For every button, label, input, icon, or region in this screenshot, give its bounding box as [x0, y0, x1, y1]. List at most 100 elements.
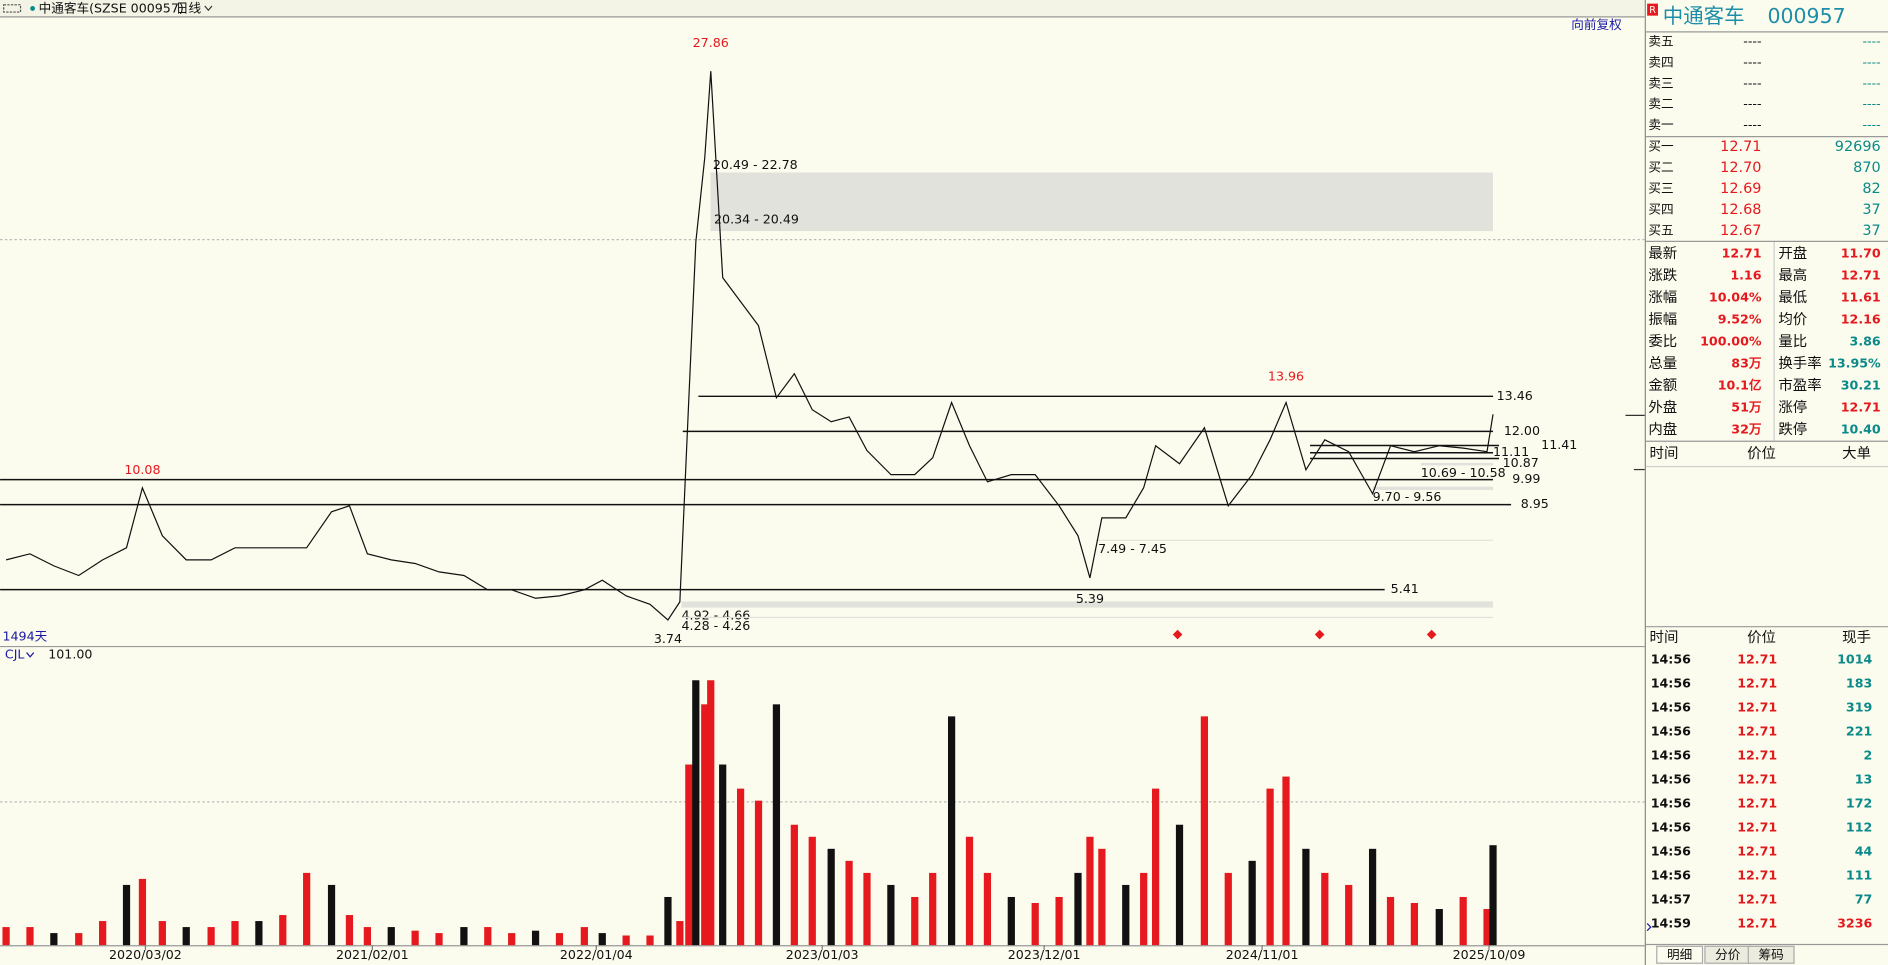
trade-time: 14:56: [1651, 723, 1691, 738]
price-zone: [1420, 462, 1494, 466]
bid-volume: 82: [1862, 181, 1880, 197]
trade-time: 14:56: [1651, 747, 1691, 762]
stat-value: 30.21: [1841, 377, 1881, 392]
tab[interactable]: [1747, 945, 1795, 964]
indicator-name[interactable]: CJL: [5, 646, 25, 661]
tab-label[interactable]: 分价: [1715, 947, 1741, 962]
level-label: 5.41: [1391, 581, 1419, 596]
stat-value: 3.86: [1850, 333, 1881, 348]
volume-bar: [622, 935, 630, 946]
price-zone: [710, 227, 1494, 232]
bid-label: 买四: [1648, 202, 1673, 217]
trade-volume: 13: [1855, 771, 1873, 786]
stat-label: 涨幅: [1648, 289, 1677, 306]
tab-label[interactable]: 明细: [1667, 947, 1692, 962]
event-marker: [1314, 629, 1325, 640]
volume-bar: [1152, 788, 1160, 946]
top-bar: [0, 0, 1645, 17]
badge: R: [1649, 5, 1656, 16]
x-tick-label: 2023/01/03: [786, 947, 859, 962]
stat-value: 32万: [1731, 421, 1762, 436]
bid-price: 12.67: [1720, 223, 1761, 239]
volume-bar: [1007, 896, 1015, 946]
trade-price: 12.71: [1737, 699, 1777, 714]
trade-volume: 172: [1846, 795, 1872, 810]
price-zone: [1095, 539, 1494, 541]
volume-bar: [255, 921, 263, 946]
volume-bar: [1200, 716, 1209, 946]
dropdown-chevron[interactable]: [204, 5, 213, 12]
column-header: 价位: [1747, 629, 1776, 646]
stat-label: 市盈率: [1778, 377, 1821, 394]
stat-value: 10.1亿: [1718, 377, 1762, 392]
volume-bar: [580, 927, 588, 946]
volume-bar: [2, 927, 10, 946]
trade-volume: 3236: [1837, 916, 1872, 931]
bid-volume: 870: [1853, 160, 1881, 176]
volume-bar: [1175, 824, 1184, 946]
volume-bar: [363, 927, 371, 946]
trade-time: 14:57: [1651, 891, 1691, 906]
trade-volume: 77: [1855, 891, 1873, 906]
trade-price: 12.71: [1737, 819, 1777, 834]
trade-price: 12.71: [1737, 843, 1777, 858]
volume-bar: [664, 896, 672, 946]
price-zone: [681, 616, 1494, 618]
stat-label: 开盘: [1778, 244, 1807, 262]
tab[interactable]: [1656, 945, 1704, 964]
x-tick-label: 2024/11/01: [1226, 947, 1299, 962]
volume-bar: [1410, 902, 1419, 946]
volume-bar: [345, 915, 354, 946]
volume-bar: [1122, 884, 1130, 946]
level-label: 11.11: [1493, 444, 1529, 459]
volume-bar: [707, 680, 715, 946]
volume-bar: [231, 921, 239, 946]
volume-bar: [435, 933, 443, 946]
ask-label: 卖三: [1648, 75, 1673, 90]
stat-label: 外盘: [1648, 398, 1677, 416]
volume-bar: [1224, 872, 1232, 946]
volume-bar: [1386, 896, 1395, 946]
column-header: 时间: [1650, 445, 1679, 462]
quote-panel: [1645, 0, 1888, 946]
stat-value: 12.16: [1841, 311, 1881, 326]
trade-volume: 112: [1846, 819, 1872, 834]
dropdown-chevron[interactable]: [26, 652, 35, 658]
trade-time: 14:59: [1651, 916, 1691, 931]
stat-label: 内盘: [1648, 420, 1677, 438]
trade-price: 12.71: [1737, 771, 1777, 786]
trade-time: 14:56: [1651, 819, 1691, 834]
bid-volume: 37: [1862, 223, 1880, 239]
ask-price: ----: [1743, 34, 1761, 49]
low-label: 3.74: [654, 631, 682, 646]
price-line: [5, 71, 1494, 621]
tab-label[interactable]: 筹码: [1759, 947, 1784, 962]
stat-value: 12.71: [1841, 268, 1881, 283]
x-tick-label: 2023/12/01: [1008, 947, 1081, 962]
level-label: 10.87: [1503, 455, 1539, 470]
volume-bar: [754, 800, 763, 946]
days-label: 1494天: [2, 628, 47, 643]
volume-bar: [1098, 848, 1106, 946]
volume-bar: [279, 915, 287, 946]
indicator-value: 101.00: [48, 646, 92, 661]
ask-volume: ----: [1862, 34, 1880, 49]
ask-label: 卖五: [1648, 34, 1673, 49]
trade-price: 12.71: [1737, 675, 1777, 690]
volume-bar: [327, 884, 336, 946]
volume-bar: [50, 933, 58, 946]
period-selector[interactable]: 日线: [176, 1, 202, 16]
bid-price: 12.69: [1720, 181, 1761, 197]
low-label: 5.39: [1076, 591, 1104, 606]
bid-label: 买三: [1648, 181, 1673, 196]
volume-bar: [484, 927, 492, 946]
stat-value: 12.71: [1722, 246, 1762, 261]
volume-bar: [685, 764, 693, 946]
zone-label: 9.70 - 9.56: [1373, 489, 1442, 504]
volume-bar: [1266, 788, 1274, 946]
volume-bar: [911, 896, 919, 946]
trade-volume: 183: [1846, 675, 1872, 690]
adjust-mode[interactable]: 向前复权: [1571, 17, 1622, 32]
stat-value: 100.00%: [1700, 333, 1762, 348]
